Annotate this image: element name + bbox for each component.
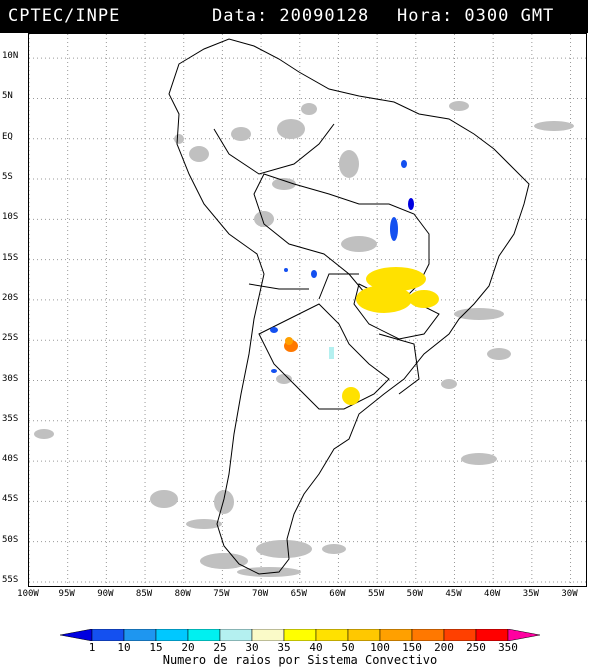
map-header: CPTEC/INPE Data: 20090128 Hora: 0300 GMT <box>0 0 588 33</box>
source-label: CPTEC/INPE <box>8 6 121 26</box>
lon-label: 100W <box>17 589 39 599</box>
lat-label: 10S <box>2 212 19 223</box>
graticule <box>29 34 586 586</box>
legend-value: 20 <box>181 641 195 654</box>
lat-label: 45S <box>2 494 19 505</box>
color-scale-caption: Numero de raios por Sistema Convectivo <box>162 653 438 667</box>
legend-value: 150 <box>402 641 422 654</box>
legend-value: 35 <box>277 641 291 654</box>
legend-swatch <box>155 629 189 641</box>
legend-swatch <box>219 629 253 641</box>
lon-label: 30W <box>561 589 578 599</box>
lat-label: 10N <box>2 51 19 62</box>
legend-value: 100 <box>370 641 390 654</box>
lon-label: 50W <box>406 589 423 599</box>
lon-label: 40W <box>484 589 501 599</box>
legend-swatch <box>411 629 445 641</box>
lat-label: 35S <box>2 413 19 424</box>
legend-value: 40 <box>309 641 323 654</box>
lat-label: 50S <box>2 534 19 545</box>
legend-swatch <box>283 629 317 641</box>
lat-label: EQ <box>2 131 13 142</box>
lat-label: 20S <box>2 292 19 303</box>
legend-value: 10 <box>117 641 131 654</box>
hour-label: Hora: 0300 GMT <box>397 6 555 26</box>
legend-value: 30 <box>245 641 259 654</box>
lat-label: 30S <box>2 373 19 384</box>
lon-label: 55W <box>367 589 385 599</box>
legend-swatch <box>187 629 221 641</box>
lon-label: 45W <box>445 589 462 599</box>
lon-label: 60W <box>329 589 346 599</box>
lon-label: 75W <box>213 589 230 599</box>
lat-label: 40S <box>2 454 19 465</box>
legend-value: 50 <box>341 641 355 654</box>
legend-value: 250 <box>466 641 486 654</box>
legend-swatch <box>507 629 540 641</box>
lon-label: 35W <box>522 589 539 599</box>
legend-value: 350 <box>498 641 518 654</box>
color-scale-bar <box>60 629 540 641</box>
legend-swatch <box>251 629 285 641</box>
map-panel <box>28 33 587 587</box>
legend-swatch <box>475 629 509 641</box>
legend-value: 25 <box>213 641 227 654</box>
legend-value: 1 <box>88 641 96 654</box>
legend-value: 15 <box>149 641 163 654</box>
legend-swatch <box>347 629 381 641</box>
lon-label: 80W <box>174 589 191 599</box>
cloud-cover <box>34 101 574 577</box>
lat-label: 5S <box>2 172 13 183</box>
lat-label: 5N <box>2 91 13 102</box>
lon-label: 95W <box>58 589 75 599</box>
map-canvas <box>29 34 586 586</box>
legend-swatch <box>60 629 93 641</box>
date-label: Data: 20090128 <box>212 6 370 26</box>
legend-swatch <box>443 629 477 641</box>
lat-label: 55S <box>2 574 19 585</box>
lon-label: 90W <box>97 589 114 599</box>
lon-label: 70W <box>251 589 269 599</box>
legend-swatch <box>315 629 349 641</box>
lat-label: 15S <box>2 252 19 263</box>
legend-swatch <box>91 629 125 641</box>
lon-label: 85W <box>135 589 153 599</box>
convective-systems <box>270 160 439 405</box>
lat-label: 25S <box>2 333 19 344</box>
legend-swatch <box>123 629 157 641</box>
legend-swatch <box>379 629 413 641</box>
lon-label: 65W <box>290 589 307 599</box>
legend-value: 200 <box>434 641 454 654</box>
